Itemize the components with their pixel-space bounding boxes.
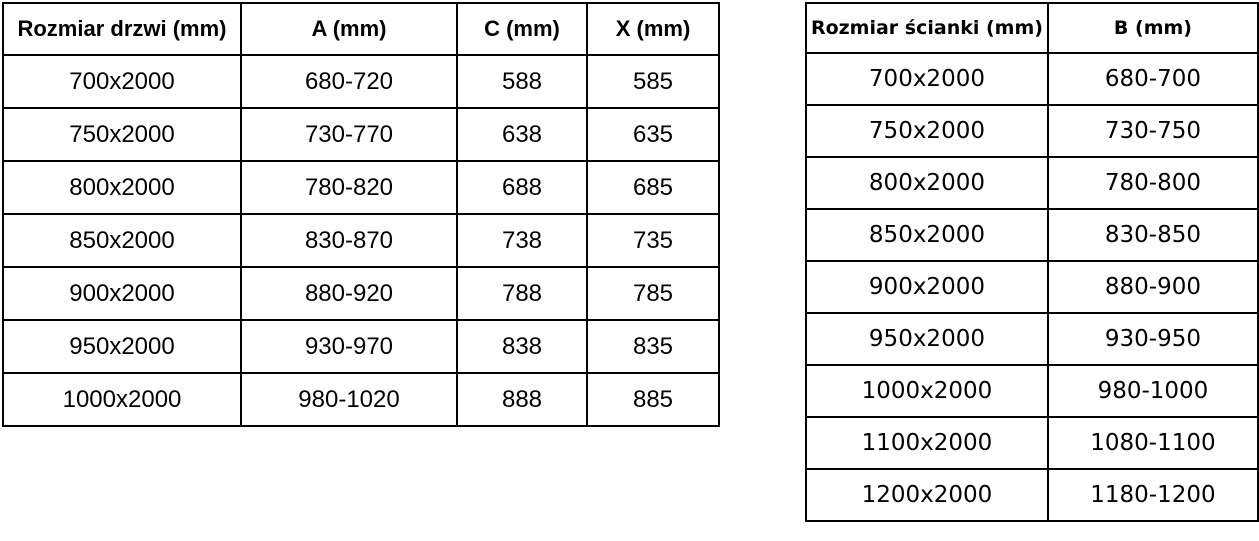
header-cell-door-size: Rozmiar drzwi (mm) bbox=[2, 2, 242, 56]
table-cell: 830-870 bbox=[240, 213, 458, 268]
header-row: Rozmiar drzwi (mm) A (mm) C (mm) X (mm) bbox=[2, 2, 720, 56]
table-cell: 880-900 bbox=[1046, 260, 1259, 314]
table-row: 800x2000 780-820 688 685 bbox=[2, 160, 720, 215]
table-cell: 1080-1100 bbox=[1046, 416, 1259, 470]
table-cell: 1000x2000 bbox=[805, 364, 1049, 418]
door-size-table-body: 700x2000 680-720 588 585 750x2000 730-770 638 6… bbox=[2, 54, 720, 427]
table-cell: 950x2000 bbox=[805, 312, 1049, 366]
table-row: 1000x2000 980-1000 bbox=[805, 364, 1259, 418]
table-row: 850x2000 830-870 738 735 bbox=[2, 213, 720, 268]
table-cell: 788 bbox=[456, 266, 588, 321]
header-cell-wall-size: Rozmiar ścianki (mm) bbox=[805, 2, 1049, 54]
table-cell: 885 bbox=[586, 372, 720, 427]
table-cell: 1100x2000 bbox=[805, 416, 1049, 470]
door-size-table-header: Rozmiar drzwi (mm) A (mm) C (mm) X (mm) bbox=[2, 2, 720, 56]
table-cell: 1000x2000 bbox=[2, 372, 242, 427]
table-row: 950x2000 930-950 bbox=[805, 312, 1259, 366]
table-cell: 750x2000 bbox=[2, 107, 242, 162]
table-cell: 700x2000 bbox=[805, 52, 1049, 106]
table-row: 850x2000 830-850 bbox=[805, 208, 1259, 262]
table-cell: 1180-1200 bbox=[1046, 468, 1259, 522]
table-cell: 700x2000 bbox=[2, 54, 242, 109]
table-row: 900x2000 880-920 788 785 bbox=[2, 266, 720, 321]
wall-size-table: Rozmiar ścianki (mm) B (mm) 700x2000 680-… bbox=[805, 2, 1259, 522]
table-cell: 950x2000 bbox=[2, 319, 242, 374]
table-cell: 588 bbox=[456, 54, 588, 109]
table-cell: 685 bbox=[586, 160, 720, 215]
table-cell: 850x2000 bbox=[2, 213, 242, 268]
header-cell-c: C (mm) bbox=[456, 2, 588, 56]
table-cell: 900x2000 bbox=[805, 260, 1049, 314]
table-cell: 750x2000 bbox=[805, 104, 1049, 158]
table-cell: 730-750 bbox=[1046, 104, 1259, 158]
table-row: 750x2000 730-750 bbox=[805, 104, 1259, 158]
table-cell: 730-770 bbox=[240, 107, 458, 162]
table-cell: 830-850 bbox=[1046, 208, 1259, 262]
table-cell: 835 bbox=[586, 319, 720, 374]
table-cell: 930-950 bbox=[1046, 312, 1259, 366]
header-cell-b: B (mm) bbox=[1046, 2, 1259, 54]
table-cell: 980-1020 bbox=[240, 372, 458, 427]
door-size-table: Rozmiar drzwi (mm) A (mm) C (mm) X (mm) … bbox=[2, 2, 720, 427]
table-cell: 680-720 bbox=[240, 54, 458, 109]
table-cell: 838 bbox=[456, 319, 588, 374]
table-row: 1100x2000 1080-1100 bbox=[805, 416, 1259, 470]
table-cell: 800x2000 bbox=[805, 156, 1049, 210]
header-cell-a: A (mm) bbox=[240, 2, 458, 56]
table-cell: 738 bbox=[456, 213, 588, 268]
table-cell: 680-700 bbox=[1046, 52, 1259, 106]
table-cell: 780-800 bbox=[1046, 156, 1259, 210]
header-cell-x: X (mm) bbox=[586, 2, 720, 56]
table-cell: 688 bbox=[456, 160, 588, 215]
table-cell: 930-970 bbox=[240, 319, 458, 374]
table-cell: 585 bbox=[586, 54, 720, 109]
table-cell: 888 bbox=[456, 372, 588, 427]
table-cell: 635 bbox=[586, 107, 720, 162]
table-row: 1200x2000 1180-1200 bbox=[805, 468, 1259, 522]
table-row: 750x2000 730-770 638 635 bbox=[2, 107, 720, 162]
table-cell: 638 bbox=[456, 107, 588, 162]
table-cell: 980-1000 bbox=[1046, 364, 1259, 418]
table-row: 1000x2000 980-1020 888 885 bbox=[2, 372, 720, 427]
table-cell: 785 bbox=[586, 266, 720, 321]
table-cell: 735 bbox=[586, 213, 720, 268]
table-row: 950x2000 930-970 838 835 bbox=[2, 319, 720, 374]
wall-size-table-body: 700x2000 680-700 750x2000 730-750 800x2000 78… bbox=[805, 52, 1259, 522]
table-row: 900x2000 880-900 bbox=[805, 260, 1259, 314]
table-row: 700x2000 680-720 588 585 bbox=[2, 54, 720, 109]
table-cell: 780-820 bbox=[240, 160, 458, 215]
table-row: 800x2000 780-800 bbox=[805, 156, 1259, 210]
table-row: 700x2000 680-700 bbox=[805, 52, 1259, 106]
table-cell: 900x2000 bbox=[2, 266, 242, 321]
table-cell: 880-920 bbox=[240, 266, 458, 321]
header-row: Rozmiar ścianki (mm) B (mm) bbox=[805, 2, 1259, 54]
wall-size-table-header: Rozmiar ścianki (mm) B (mm) bbox=[805, 2, 1259, 54]
table-cell: 800x2000 bbox=[2, 160, 242, 215]
table-cell: 850x2000 bbox=[805, 208, 1049, 262]
table-cell: 1200x2000 bbox=[805, 468, 1049, 522]
